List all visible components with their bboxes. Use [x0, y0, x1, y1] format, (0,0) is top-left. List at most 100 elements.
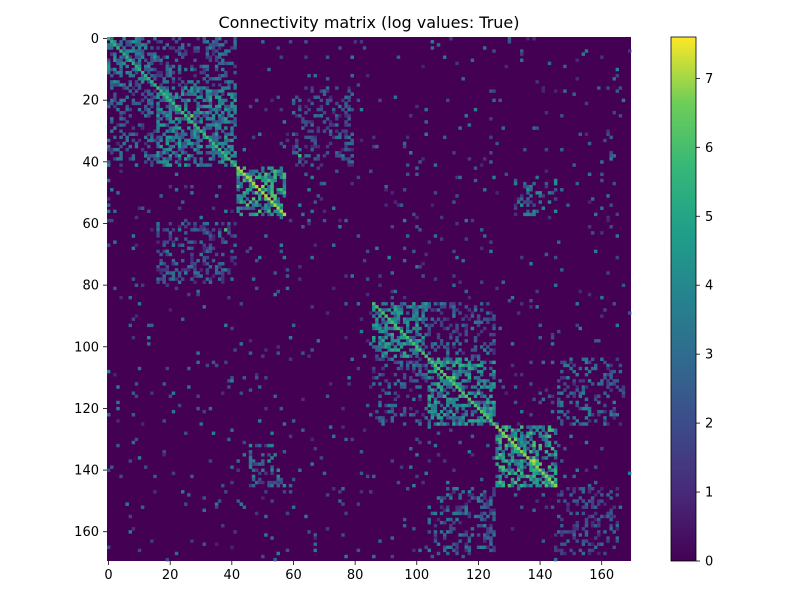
heatmap-cell [455, 255, 459, 260]
heatmap-cell [436, 372, 441, 377]
heatmap-cell [254, 184, 259, 189]
x-tick-label: 40 [224, 568, 241, 583]
heatmap-cell [526, 197, 530, 201]
heatmap-cell [409, 342, 413, 346]
heatmap-cell [338, 132, 342, 136]
heatmap-cell [504, 64, 509, 69]
heatmap-cell [214, 151, 219, 155]
heatmap-cell [168, 64, 173, 69]
heatmap-cell [162, 98, 166, 103]
heatmap-cell [615, 323, 620, 328]
heatmap-cell [125, 147, 129, 152]
heatmap-cell [221, 160, 225, 164]
heatmap-cell [449, 416, 453, 420]
heatmap-cell [205, 104, 210, 109]
heatmap-cell [221, 114, 225, 118]
heatmap-cell [483, 379, 487, 383]
heatmap-cell [553, 197, 558, 201]
heatmap-cell [427, 388, 431, 392]
chart-title: Connectivity matrix (log values: True) [218, 13, 519, 32]
heatmap-cell [211, 237, 216, 241]
heatmap-cell [399, 302, 404, 306]
heatmap-cell [187, 154, 191, 158]
heatmap-cell [168, 154, 173, 158]
heatmap-cell [535, 499, 539, 503]
heatmap-cell [325, 86, 330, 90]
heatmap-cell [116, 406, 120, 411]
heatmap-cell [439, 311, 444, 315]
heatmap-cell [384, 308, 388, 312]
heatmap-cell [205, 228, 210, 232]
heatmap-cell [578, 379, 583, 383]
heatmap-cell [594, 419, 598, 423]
heatmap-cell [325, 151, 330, 155]
heatmap-cell [110, 98, 114, 103]
heatmap-cell [458, 126, 462, 130]
heatmap-cell [532, 431, 536, 435]
heatmap-cell [600, 499, 604, 503]
heatmap-cell [150, 46, 154, 50]
heatmap-cell [319, 114, 324, 118]
heatmap-cell [165, 141, 169, 146]
heatmap-cell [498, 434, 502, 439]
heatmap-cell [279, 215, 284, 220]
heatmap-cell [384, 379, 388, 383]
heatmap-cell [455, 194, 459, 198]
heatmap-cell [455, 545, 459, 550]
heatmap-cell [202, 409, 206, 414]
heatmap-cell [134, 67, 139, 72]
heatmap-cell [168, 114, 173, 118]
heatmap-cell [563, 89, 567, 93]
heatmap-cell [553, 545, 558, 550]
heatmap-cell [221, 117, 225, 121]
heatmap-cell [224, 490, 228, 494]
heatmap-cell [532, 456, 536, 460]
heatmap-cell [492, 326, 496, 331]
heatmap-cell [187, 138, 191, 143]
heatmap-cell [264, 175, 268, 180]
heatmap-cell [208, 406, 213, 411]
heatmap-cell [393, 413, 398, 417]
heatmap-cell [510, 459, 515, 463]
heatmap-cell [470, 434, 475, 439]
heatmap-cell [242, 200, 247, 204]
heatmap-cell [107, 64, 111, 69]
heatmap-cell [217, 160, 222, 164]
heatmap-cell [344, 302, 348, 306]
heatmap-cell [190, 80, 194, 84]
heatmap-cell [205, 110, 210, 115]
heatmap-cell [375, 357, 379, 361]
heatmap-cell [393, 289, 398, 294]
heatmap-cell [264, 197, 268, 201]
heatmap-cell [369, 169, 373, 173]
heatmap-cell [421, 413, 425, 417]
heatmap-cell [510, 483, 515, 488]
heatmap-cell [538, 443, 542, 448]
heatmap-cell [372, 314, 376, 318]
heatmap-cell [412, 311, 416, 315]
heatmap-cell [221, 391, 225, 395]
heatmap-cell [107, 147, 111, 152]
heatmap-cell [202, 110, 206, 115]
heatmap-cell [202, 246, 206, 251]
heatmap-cell [291, 98, 296, 103]
heatmap-cell [523, 453, 527, 457]
heatmap-cell [415, 339, 419, 343]
heatmap-cell [578, 326, 583, 331]
heatmap-cell [208, 265, 213, 269]
heatmap-cell [205, 144, 210, 149]
heatmap-cell [412, 212, 416, 217]
heatmap-cell [566, 203, 570, 207]
heatmap-cell [107, 545, 111, 550]
heatmap-cell [516, 487, 521, 491]
heatmap-cell [113, 95, 117, 99]
heatmap-cell [476, 499, 481, 503]
heatmap-cell [137, 302, 142, 306]
heatmap-cell [184, 271, 188, 275]
heatmap-cell [245, 178, 250, 183]
heatmap-cell [501, 456, 505, 460]
heatmap-cell [254, 468, 259, 472]
heatmap-cell [569, 360, 573, 365]
heatmap-cell [350, 160, 354, 164]
heatmap-cell [224, 151, 228, 155]
